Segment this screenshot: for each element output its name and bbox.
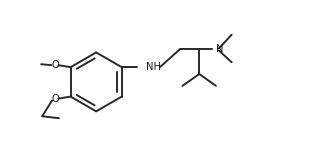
- Text: O: O: [51, 60, 59, 70]
- Text: NH: NH: [146, 62, 161, 72]
- Text: O: O: [51, 94, 59, 104]
- Text: N: N: [216, 45, 224, 55]
